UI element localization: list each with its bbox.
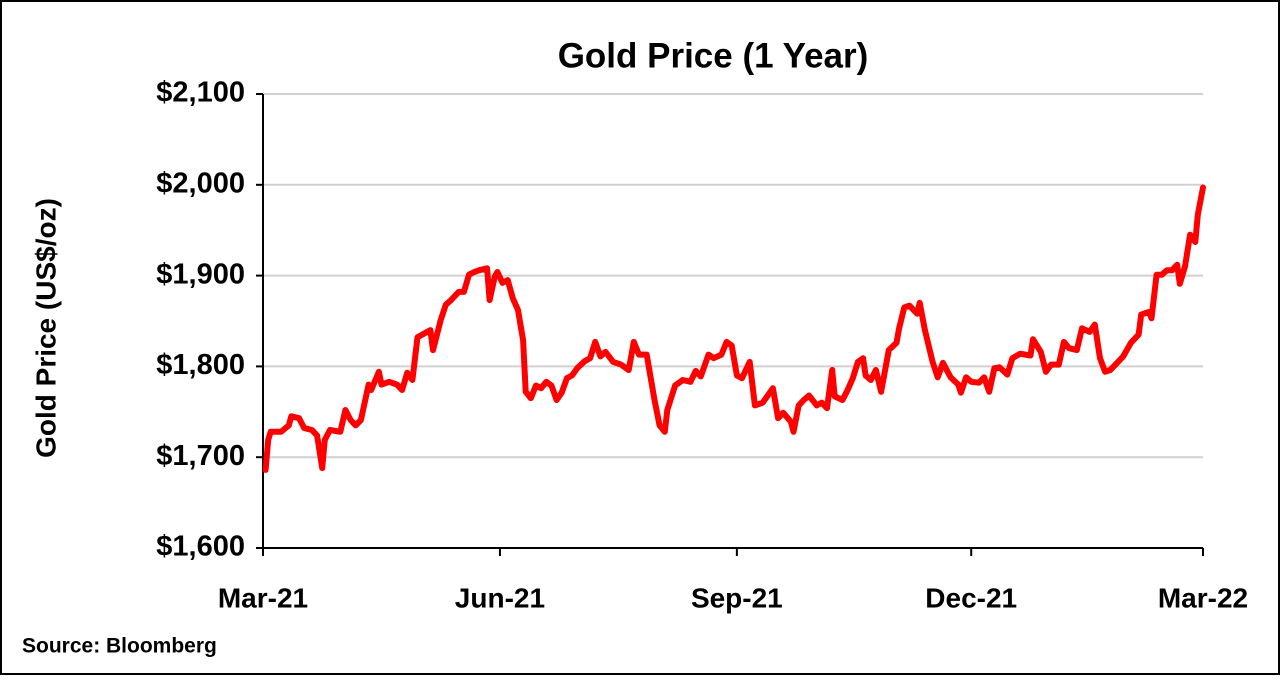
y-tick-label: $2,000 — [156, 167, 245, 199]
y-tick-label: $1,900 — [156, 258, 245, 290]
chart-title: Gold Price (1 Year) — [558, 36, 869, 75]
y-axis-label: Gold Price (US$/oz) — [30, 198, 61, 458]
price-line — [262, 184, 1206, 473]
x-tick-label: Jun-21 — [455, 582, 545, 613]
y-tick-label: $2,100 — [156, 77, 245, 109]
x-tick-label: Mar-22 — [1158, 582, 1248, 613]
x-tick-label: Dec-21 — [925, 582, 1017, 613]
x-tick-label: Sep-21 — [691, 582, 783, 613]
x-tick-label: Mar-21 — [218, 582, 308, 613]
y-tick-label: $1,700 — [156, 440, 245, 472]
y-tick-label: $1,600 — [156, 531, 245, 563]
y-tick-label: $1,800 — [156, 349, 245, 381]
source-note: Source: Bloomberg — [22, 635, 217, 658]
